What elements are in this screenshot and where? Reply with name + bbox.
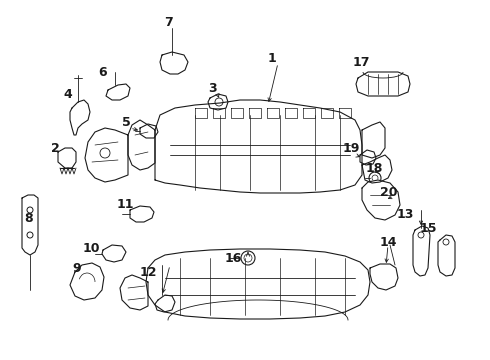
Polygon shape: [356, 72, 410, 96]
Polygon shape: [70, 100, 90, 135]
Polygon shape: [438, 235, 455, 276]
Polygon shape: [58, 148, 76, 168]
Text: 17: 17: [352, 55, 370, 68]
Polygon shape: [146, 249, 370, 319]
Text: 20: 20: [380, 185, 398, 198]
Text: 7: 7: [164, 15, 172, 28]
Polygon shape: [22, 195, 38, 255]
Polygon shape: [155, 100, 362, 193]
Polygon shape: [120, 275, 148, 310]
Text: 18: 18: [366, 162, 383, 175]
Polygon shape: [362, 180, 400, 220]
Text: 19: 19: [343, 141, 360, 154]
Polygon shape: [106, 84, 130, 100]
Polygon shape: [128, 120, 155, 170]
Text: 14: 14: [379, 235, 397, 248]
Polygon shape: [370, 264, 398, 290]
Text: 4: 4: [64, 89, 73, 102]
Text: 13: 13: [396, 208, 414, 221]
Polygon shape: [362, 155, 392, 183]
Polygon shape: [413, 226, 430, 276]
Polygon shape: [160, 52, 188, 74]
Polygon shape: [155, 295, 175, 312]
Text: 10: 10: [82, 242, 100, 255]
Text: 11: 11: [116, 198, 134, 211]
Polygon shape: [85, 128, 128, 182]
Polygon shape: [140, 124, 158, 138]
Text: 3: 3: [208, 81, 216, 94]
Polygon shape: [130, 206, 154, 222]
Polygon shape: [70, 263, 104, 300]
Polygon shape: [102, 245, 126, 262]
Text: 6: 6: [98, 66, 107, 78]
Polygon shape: [208, 94, 228, 110]
Text: 16: 16: [224, 252, 242, 265]
Polygon shape: [362, 122, 385, 158]
Text: 5: 5: [122, 116, 130, 129]
Text: 15: 15: [419, 221, 437, 234]
Polygon shape: [360, 150, 376, 165]
Text: 9: 9: [73, 261, 81, 274]
Text: 8: 8: [24, 211, 33, 225]
Text: 12: 12: [139, 266, 157, 279]
Text: 1: 1: [268, 51, 276, 64]
Text: 2: 2: [50, 141, 59, 154]
